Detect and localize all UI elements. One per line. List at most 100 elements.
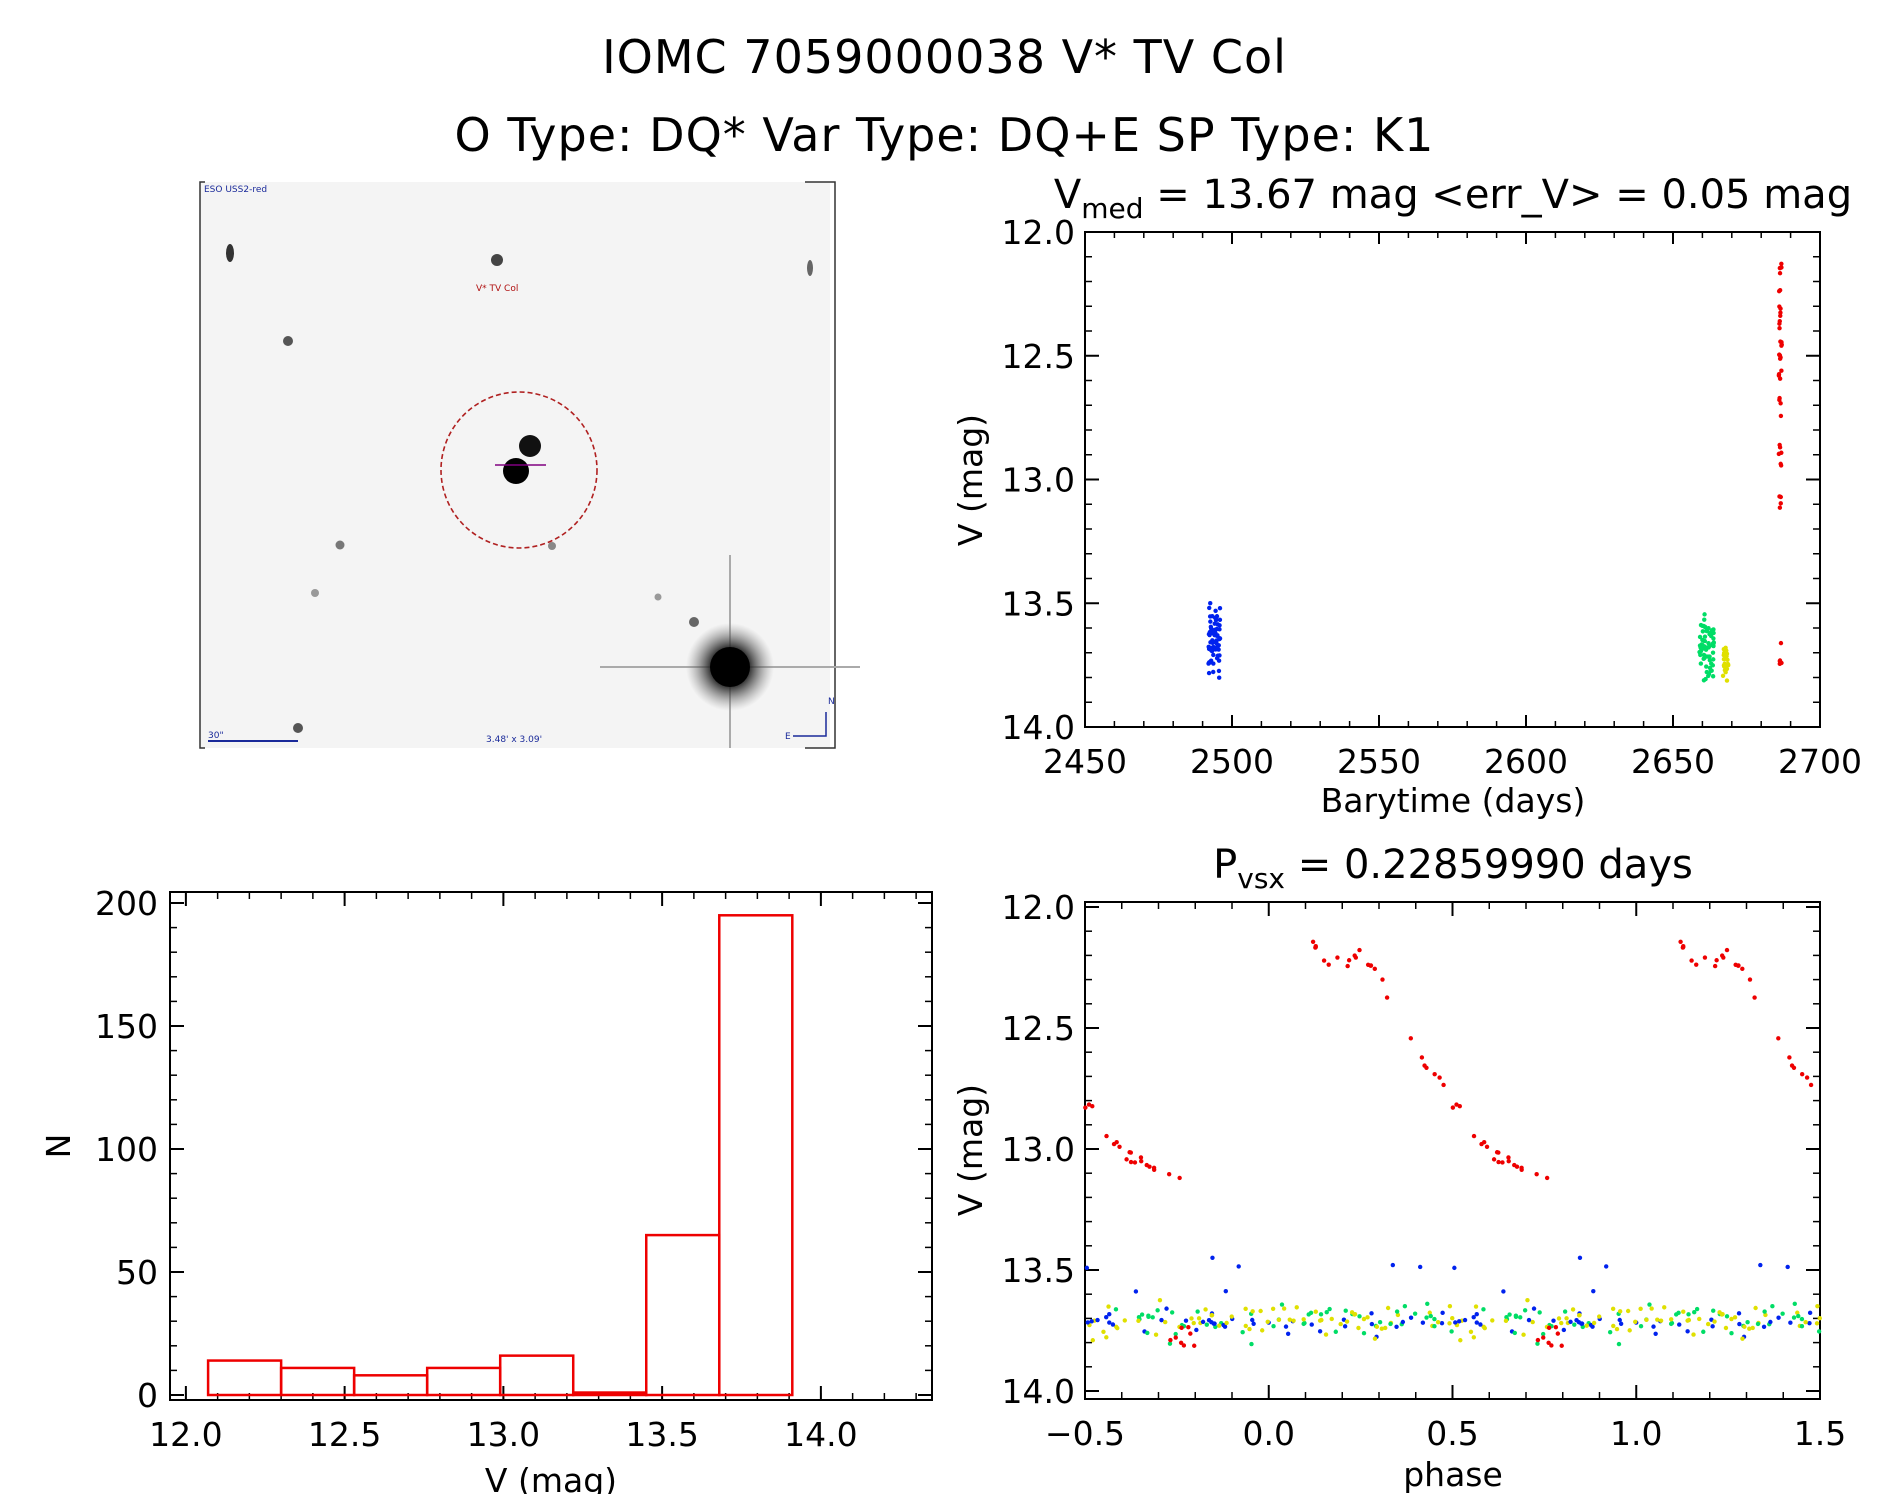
data-point bbox=[1777, 356, 1783, 361]
data-point bbox=[1471, 1133, 1477, 1139]
data-point bbox=[1215, 622, 1220, 627]
data-point bbox=[1618, 1321, 1624, 1326]
data-point bbox=[1136, 1315, 1142, 1320]
data-point bbox=[1437, 1075, 1442, 1080]
field-star bbox=[654, 593, 662, 601]
data-point bbox=[1702, 655, 1707, 660]
data-point bbox=[1491, 1157, 1497, 1162]
data-point bbox=[1777, 376, 1783, 381]
data-point bbox=[1224, 1320, 1229, 1326]
data-point bbox=[1207, 629, 1213, 635]
data-point bbox=[1243, 1323, 1248, 1329]
x-tick-label: 1.5 bbox=[1794, 1414, 1846, 1453]
data-point bbox=[1614, 1326, 1620, 1332]
data-point bbox=[1432, 1324, 1437, 1329]
data-point bbox=[1211, 630, 1216, 635]
data-point bbox=[1181, 1343, 1187, 1348]
data-point bbox=[1742, 1324, 1747, 1329]
data-point bbox=[1139, 1158, 1144, 1164]
data-point bbox=[1301, 1317, 1306, 1322]
data-point bbox=[1685, 1329, 1690, 1334]
data-point bbox=[1717, 1310, 1722, 1315]
data-point bbox=[1317, 1318, 1323, 1323]
data-point bbox=[1669, 1320, 1675, 1326]
data-point bbox=[1117, 1144, 1122, 1149]
data-point bbox=[1395, 1312, 1401, 1318]
data-point bbox=[1084, 1265, 1090, 1271]
data-point bbox=[1506, 1158, 1511, 1164]
data-point bbox=[1211, 652, 1216, 658]
data-point bbox=[1651, 1324, 1656, 1329]
field-star bbox=[548, 542, 556, 550]
data-point bbox=[1570, 1307, 1576, 1312]
data-point bbox=[1419, 1055, 1425, 1060]
data-point bbox=[1662, 1305, 1667, 1310]
data-point bbox=[1357, 1314, 1362, 1319]
data-point bbox=[1132, 1160, 1138, 1165]
data-point bbox=[1163, 1319, 1168, 1325]
data-point bbox=[1213, 616, 1219, 621]
data-point bbox=[1369, 1311, 1374, 1316]
data-point bbox=[1616, 1341, 1622, 1347]
data-point bbox=[1778, 413, 1784, 419]
phase-plot-xlabel: phase bbox=[1403, 1455, 1503, 1494]
data-point bbox=[1817, 1316, 1822, 1321]
data-point bbox=[1677, 1322, 1682, 1327]
data-point bbox=[1711, 643, 1716, 649]
data-point bbox=[1287, 1317, 1292, 1322]
data-point bbox=[1309, 1322, 1314, 1327]
data-point bbox=[1452, 1265, 1457, 1271]
data-point bbox=[1537, 1310, 1542, 1315]
data-point bbox=[1535, 1337, 1541, 1343]
data-point bbox=[1617, 1317, 1622, 1323]
data-point bbox=[1329, 1316, 1334, 1322]
data-point bbox=[1085, 1320, 1090, 1325]
data-point bbox=[1701, 1329, 1706, 1334]
data-point bbox=[1291, 1318, 1296, 1323]
histogram-ylabel: N bbox=[39, 1134, 78, 1159]
data-point bbox=[1310, 939, 1316, 944]
data-point bbox=[1755, 1321, 1761, 1327]
data-point bbox=[1562, 1309, 1568, 1314]
data-point bbox=[1484, 1144, 1490, 1149]
y-tick-label: 14.0 bbox=[1002, 708, 1075, 747]
data-point bbox=[1369, 1321, 1375, 1327]
data-point bbox=[1089, 1319, 1094, 1324]
data-point bbox=[1591, 1320, 1597, 1326]
data-point bbox=[1302, 1320, 1307, 1326]
data-point bbox=[1372, 1336, 1378, 1341]
data-point bbox=[1747, 977, 1753, 982]
data-point bbox=[1447, 1303, 1453, 1309]
histogram-bar bbox=[718, 914, 794, 1397]
data-point bbox=[1711, 1308, 1716, 1313]
data-point bbox=[1122, 1318, 1127, 1323]
data-point bbox=[1468, 1329, 1474, 1335]
data-point bbox=[1776, 1315, 1781, 1320]
data-point bbox=[1777, 494, 1782, 499]
data-point bbox=[1638, 1323, 1644, 1329]
data-point bbox=[1462, 1317, 1468, 1323]
data-point bbox=[1521, 1332, 1526, 1337]
phase-plot-ylabel: V (mag) bbox=[951, 1084, 990, 1216]
data-point bbox=[1778, 310, 1783, 315]
data-point bbox=[1711, 657, 1716, 662]
data-point bbox=[1211, 661, 1216, 666]
image-size-label: 3.48' x 3.09' bbox=[486, 735, 542, 745]
histogram-bar bbox=[279, 1366, 356, 1397]
data-point bbox=[1676, 1310, 1681, 1316]
data-point bbox=[1177, 1175, 1182, 1181]
compass-arrows bbox=[793, 712, 827, 737]
data-point bbox=[1707, 657, 1713, 663]
histogram-xlabel: V (mag) bbox=[485, 1461, 617, 1494]
data-point bbox=[1707, 643, 1712, 649]
data-point bbox=[1710, 663, 1716, 668]
data-point bbox=[1281, 1306, 1287, 1311]
data-point bbox=[1388, 1321, 1393, 1327]
data-point bbox=[1804, 1075, 1810, 1080]
data-point bbox=[1453, 1320, 1458, 1325]
data-point bbox=[1572, 1322, 1577, 1327]
data-point bbox=[1770, 1304, 1775, 1309]
data-point bbox=[1353, 955, 1359, 960]
field-star bbox=[226, 244, 234, 262]
data-point bbox=[1564, 1316, 1569, 1321]
